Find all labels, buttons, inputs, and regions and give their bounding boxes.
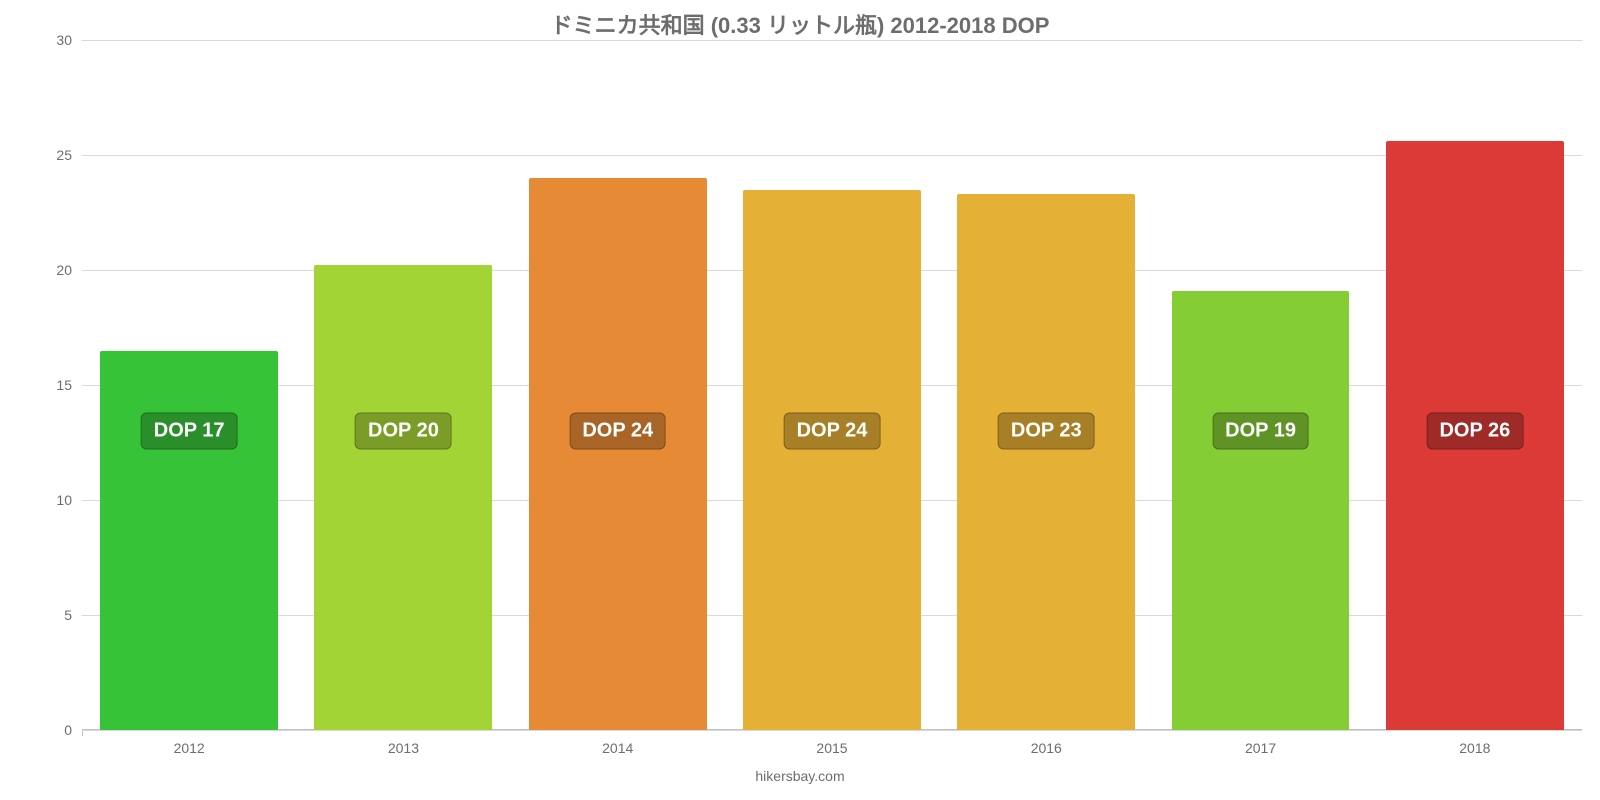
bar bbox=[1172, 291, 1350, 730]
x-tick-label: 2014 bbox=[602, 730, 633, 756]
chart-container: ドミニカ共和国 (0.33 リットル瓶) 2012-2018 DOP 05101… bbox=[0, 0, 1600, 800]
bar-slot: DOP 26 bbox=[1368, 40, 1582, 730]
bar-slot: DOP 24 bbox=[511, 40, 725, 730]
x-tick-label: 2018 bbox=[1459, 730, 1490, 756]
bar-value-badge: DOP 24 bbox=[784, 413, 881, 450]
bar bbox=[529, 178, 707, 730]
x-tick-label: 2013 bbox=[388, 730, 419, 756]
attribution-text: hikersbay.com bbox=[0, 768, 1600, 784]
bar-slot: DOP 20 bbox=[296, 40, 510, 730]
bar-value-badge: DOP 17 bbox=[141, 413, 238, 450]
bar-value-badge: DOP 20 bbox=[355, 413, 452, 450]
chart-title: ドミニカ共和国 (0.33 リットル瓶) 2012-2018 DOP bbox=[0, 8, 1600, 40]
bar bbox=[100, 351, 278, 731]
bar bbox=[743, 190, 921, 731]
bar-slot: DOP 19 bbox=[1153, 40, 1367, 730]
bar-slot: DOP 17 bbox=[82, 40, 296, 730]
x-tick-label: 2017 bbox=[1245, 730, 1276, 756]
y-tick-label: 20 bbox=[56, 262, 82, 278]
plot-area: 051015202530DOP 172012DOP 202013DOP 2420… bbox=[82, 40, 1582, 730]
bar-slot: DOP 24 bbox=[725, 40, 939, 730]
y-tick-label: 10 bbox=[56, 492, 82, 508]
y-tick-label: 0 bbox=[64, 722, 82, 738]
bar bbox=[314, 265, 492, 730]
bar-slot: DOP 23 bbox=[939, 40, 1153, 730]
y-tick-label: 5 bbox=[64, 607, 82, 623]
bar-value-badge: DOP 19 bbox=[1212, 413, 1309, 450]
bar-value-badge: DOP 23 bbox=[998, 413, 1095, 450]
bar-value-badge: DOP 26 bbox=[1426, 413, 1523, 450]
x-tick-label: 2012 bbox=[174, 730, 205, 756]
y-tick-label: 15 bbox=[56, 377, 82, 393]
bar bbox=[957, 194, 1135, 730]
x-tick-label: 2015 bbox=[816, 730, 847, 756]
y-tick-label: 30 bbox=[56, 32, 82, 48]
x-tick-label: 2016 bbox=[1031, 730, 1062, 756]
y-tick-label: 25 bbox=[56, 147, 82, 163]
bar-value-badge: DOP 24 bbox=[569, 413, 666, 450]
